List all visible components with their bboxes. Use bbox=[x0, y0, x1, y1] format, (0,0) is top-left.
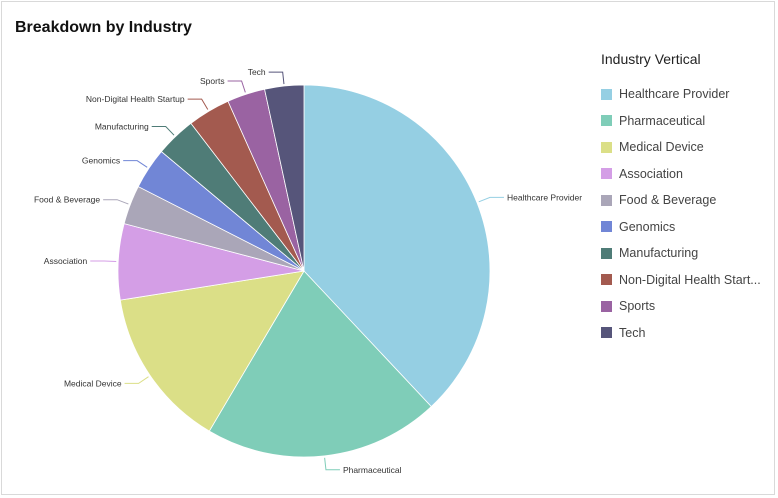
legend-item[interactable]: Food & Beverage bbox=[601, 187, 761, 214]
legend-item[interactable]: Medical Device bbox=[601, 134, 761, 161]
slice-label: Food & Beverage bbox=[34, 195, 100, 205]
legend-label: Tech bbox=[619, 325, 646, 340]
legend-title: Industry Vertical bbox=[601, 51, 701, 67]
legend-swatch bbox=[601, 194, 612, 206]
leader-line bbox=[268, 71, 285, 85]
legend-label: Manufacturing bbox=[619, 246, 699, 261]
legend-swatch bbox=[601, 221, 612, 233]
legend-swatch bbox=[601, 141, 612, 153]
chart-title: Breakdown by Industry bbox=[15, 19, 192, 36]
legend-label: Pharmaceutical bbox=[619, 113, 706, 128]
leader-line bbox=[123, 160, 148, 168]
pie-slice[interactable] bbox=[303, 84, 491, 408]
legend-label: Genomics bbox=[619, 219, 676, 234]
pie-chart: Healthcare Provider Pharmaceutical Medical… bbox=[34, 67, 582, 475]
leader-line bbox=[324, 457, 340, 471]
slice-label: Tech bbox=[248, 67, 266, 77]
slice-label: Manufacturing bbox=[95, 122, 149, 132]
leader-line bbox=[478, 196, 504, 203]
legend-item[interactable]: Non-Digital Health Start... bbox=[601, 267, 761, 294]
legend-swatch bbox=[601, 88, 612, 100]
legend-item[interactable]: Genomics bbox=[601, 214, 761, 241]
legend-label: Medical Device bbox=[619, 140, 704, 155]
pie-slice[interactable] bbox=[119, 270, 305, 432]
legend-label: Non-Digital Health Start... bbox=[619, 272, 761, 287]
slice-label: Sports bbox=[200, 76, 225, 86]
leader-line bbox=[151, 126, 175, 136]
legend-swatch bbox=[601, 274, 612, 286]
pie-slice[interactable] bbox=[208, 270, 432, 458]
leader-line bbox=[90, 260, 117, 263]
leader-line bbox=[227, 80, 246, 93]
slice-label: Medical Device bbox=[64, 378, 122, 388]
legend-item[interactable]: Pharmaceutical bbox=[601, 108, 761, 135]
legend-item[interactable]: Healthcare Provider bbox=[601, 81, 761, 108]
legend: Industry Vertical Healthcare Provider Pha… bbox=[601, 51, 761, 346]
slice-label: Healthcare Provider bbox=[507, 192, 582, 202]
legend-swatch bbox=[601, 300, 612, 312]
legend-item[interactable]: Sports bbox=[601, 293, 761, 320]
legend-label: Sports bbox=[619, 299, 656, 314]
legend-label: Healthcare Provider bbox=[619, 87, 730, 102]
legend-swatch bbox=[601, 327, 612, 339]
legend-swatch bbox=[601, 168, 612, 180]
legend-item[interactable]: Tech bbox=[601, 320, 761, 347]
pie-slice[interactable] bbox=[264, 84, 305, 272]
slice-label: Pharmaceutical bbox=[343, 465, 402, 475]
legend-label: Food & Beverage bbox=[619, 193, 717, 208]
leader-line bbox=[187, 98, 209, 110]
legend-swatch bbox=[601, 115, 612, 127]
legend-swatch bbox=[601, 247, 612, 259]
legend-item[interactable]: Manufacturing bbox=[601, 240, 761, 267]
slice-label: Non-Digital Health Startup bbox=[86, 94, 185, 104]
slice-label: Genomics bbox=[82, 156, 120, 166]
legend-item[interactable]: Association bbox=[601, 161, 761, 188]
leader-line bbox=[124, 376, 149, 384]
leader-line bbox=[103, 199, 129, 205]
slice-label: Association bbox=[44, 256, 88, 266]
legend-label: Association bbox=[619, 166, 683, 181]
